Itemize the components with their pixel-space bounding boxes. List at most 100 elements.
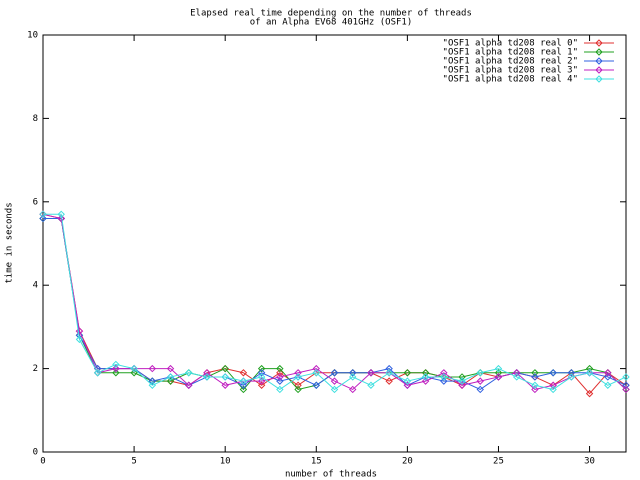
- point: [330, 385, 339, 394]
- point: [294, 381, 302, 389]
- point: [257, 369, 266, 377]
- point: [57, 214, 65, 223]
- point: [130, 364, 138, 373]
- point: [494, 369, 503, 377]
- point: [312, 364, 320, 373]
- point: [112, 364, 120, 373]
- point: [39, 214, 47, 223]
- point: [549, 369, 557, 377]
- point: [239, 385, 248, 394]
- point: [257, 377, 266, 385]
- x-tick-label: 0: [40, 457, 45, 467]
- point: [604, 373, 612, 381]
- point: [476, 385, 484, 394]
- point: [148, 364, 157, 373]
- point: [476, 377, 484, 385]
- point: [494, 373, 503, 381]
- legend-marker: [595, 39, 603, 47]
- point: [148, 381, 157, 389]
- point: [349, 369, 357, 377]
- point: [330, 369, 339, 377]
- point: [585, 389, 594, 398]
- point: [294, 385, 302, 394]
- point: [604, 369, 612, 377]
- point: [512, 369, 521, 377]
- point: [239, 377, 248, 385]
- point: [349, 385, 357, 394]
- point: [221, 364, 229, 373]
- x-tick-label: 15: [311, 457, 322, 467]
- point: [239, 381, 248, 389]
- point: [75, 335, 84, 344]
- y-tick-label: 4: [33, 281, 38, 291]
- point: [531, 369, 539, 377]
- point: [294, 373, 302, 381]
- point: [166, 364, 175, 373]
- point: [512, 373, 521, 381]
- point: [112, 369, 120, 377]
- point: [276, 385, 284, 394]
- x-axis-label: number of threads: [285, 470, 377, 480]
- point: [57, 210, 65, 219]
- y-tick-label: 0: [33, 448, 38, 458]
- legend-marker: [595, 75, 603, 83]
- point: [276, 373, 284, 381]
- point: [349, 373, 357, 381]
- point: [276, 377, 284, 385]
- point: [403, 369, 412, 377]
- point: [203, 373, 211, 381]
- legend-label: "OSF1 alpha td208 real 1": [443, 48, 578, 58]
- point: [130, 369, 138, 377]
- y-tick-label: 6: [33, 197, 38, 207]
- point: [221, 373, 229, 381]
- point: [403, 381, 412, 389]
- point: [622, 373, 630, 381]
- point: [166, 373, 175, 381]
- legend-marker: [595, 48, 603, 56]
- legend-marker: [595, 66, 603, 74]
- point: [39, 210, 47, 219]
- point: [440, 377, 448, 385]
- point: [276, 369, 284, 377]
- point: [385, 364, 393, 373]
- series-line: [43, 213, 627, 391]
- x-tick-label: 25: [493, 457, 504, 467]
- x-tick-label: 20: [402, 457, 413, 467]
- point: [622, 381, 630, 389]
- chart-title: Elapsed real time depending on the numbe…: [190, 9, 472, 19]
- point: [458, 373, 466, 381]
- point: [166, 377, 175, 385]
- point: [330, 377, 339, 385]
- legend-label: "OSF1 alpha td208 real 0": [443, 39, 578, 49]
- x-tick-label: 30: [584, 457, 595, 467]
- point: [185, 369, 193, 377]
- point: [276, 364, 284, 373]
- legend-label: "OSF1 alpha td208 real 4": [443, 75, 578, 85]
- legend-label: "OSF1 alpha td208 real 3": [443, 66, 578, 76]
- point: [203, 369, 211, 377]
- point: [440, 369, 448, 377]
- point: [312, 369, 320, 377]
- y-tick-label: 8: [33, 114, 38, 124]
- point: [458, 377, 466, 385]
- point: [421, 373, 430, 381]
- point: [367, 381, 375, 389]
- point: [312, 381, 320, 389]
- point: [604, 381, 612, 389]
- point: [239, 369, 248, 377]
- plot-border: [42, 34, 627, 453]
- point: [421, 377, 430, 385]
- point: [549, 381, 557, 389]
- legend-marker: [595, 57, 603, 65]
- point: [567, 369, 576, 377]
- series-line: [42, 213, 627, 391]
- point: [257, 364, 266, 373]
- point: [622, 385, 630, 394]
- point: [294, 369, 302, 377]
- point: [585, 369, 594, 377]
- point: [440, 373, 448, 381]
- point: [148, 377, 157, 385]
- point: [458, 381, 466, 389]
